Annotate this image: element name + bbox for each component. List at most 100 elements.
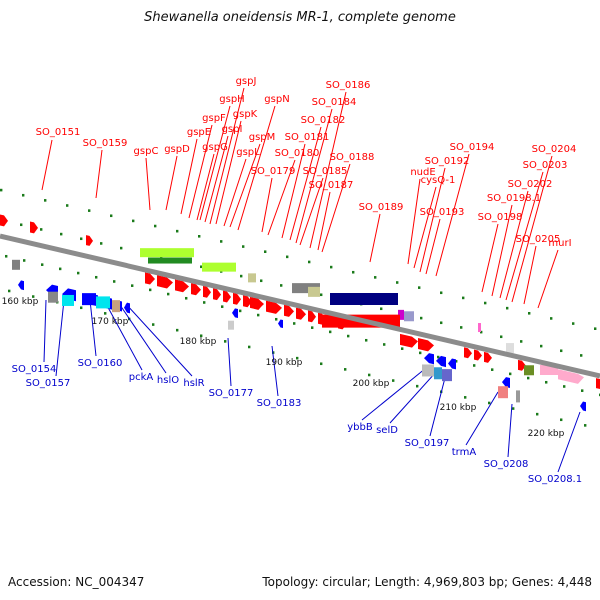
gene-box: [442, 369, 452, 382]
gene-box: [140, 248, 194, 258]
gene-box: [498, 386, 508, 399]
gene-label: SO_0182: [301, 115, 346, 126]
tick-mark-1: [260, 279, 263, 283]
leader-line: [165, 155, 178, 211]
tick-mark-1: [100, 242, 103, 245]
tick-mark-3: [200, 334, 203, 338]
topology-text: Topology: circular; Length: 4,969,803 bp…: [262, 575, 592, 589]
gene-arrow: [424, 353, 434, 365]
tick-mark-0: [220, 240, 223, 243]
gene-arrow: [266, 300, 282, 314]
tick-mark-3: [80, 306, 83, 310]
gene-arrow: [86, 235, 93, 246]
gene-box: [292, 283, 320, 294]
leader-line: [237, 105, 276, 231]
gene-arrow: [596, 378, 600, 389]
accession-text: Accession: NC_004347: [8, 575, 145, 589]
gene-label: gspC: [134, 146, 159, 157]
tick-mark-3: [464, 396, 467, 399]
leader-line: [223, 158, 247, 227]
kbp-label: 220 kbp: [528, 429, 565, 439]
gene-label: gspF: [202, 113, 226, 124]
tick-mark-0: [352, 270, 355, 274]
gene-box: [62, 294, 74, 306]
leader-line: [215, 120, 242, 225]
tick-mark-1: [60, 232, 63, 236]
tick-mark-1: [460, 326, 463, 329]
tick-mark-0: [22, 193, 25, 197]
gene-label: SO_0198.1: [487, 193, 541, 204]
gene-label: SO_0160: [78, 358, 123, 369]
tick-mark-2: [149, 288, 152, 292]
tick-mark-1: [280, 284, 283, 287]
gene-label: murI: [548, 238, 571, 249]
tick-mark-0: [154, 224, 157, 228]
tick-mark-2: [113, 280, 116, 283]
gene-box: [82, 293, 96, 306]
tick-mark-0: [242, 245, 245, 248]
tick-mark-0: [88, 209, 91, 212]
leader-line: [369, 213, 381, 263]
gene-box: [398, 309, 404, 320]
kbp-label: 210 kbp: [440, 403, 477, 413]
tick-mark-0: [374, 276, 377, 279]
tick-mark-2: [311, 326, 314, 329]
tick-mark-1: [380, 307, 383, 311]
gene-label: SO_0177: [209, 388, 254, 399]
gene-arrow: [464, 347, 472, 359]
gene-arrow: [233, 292, 241, 305]
tick-mark-2: [203, 301, 206, 304]
tick-mark-1: [560, 349, 563, 353]
gene-box: [112, 300, 120, 313]
leader-line: [465, 391, 499, 446]
tick-mark-1: [160, 256, 163, 259]
gene-label: gspH: [219, 94, 244, 105]
tick-mark-0: [110, 214, 113, 218]
tick-mark-3: [248, 345, 251, 349]
gene-arrow: [558, 369, 584, 384]
tick-mark-0: [44, 199, 47, 202]
gene-label: gspD: [164, 144, 190, 155]
gene-box: [202, 262, 236, 272]
leader-line: [289, 126, 322, 241]
tick-mark-2: [527, 376, 530, 380]
gene-label: SO_0188: [330, 152, 375, 163]
tick-mark-0: [418, 286, 421, 289]
tick-mark-1: [240, 274, 243, 278]
leader-line: [429, 373, 447, 437]
tick-mark-0: [594, 327, 597, 330]
leader-line: [117, 301, 167, 374]
leader-line-layer: [41, 87, 581, 473]
tick-mark-2: [131, 284, 134, 287]
tick-mark-1: [420, 316, 423, 320]
leader-line: [271, 345, 279, 397]
gene-label: gspK: [233, 109, 258, 120]
tick-mark-1: [20, 223, 23, 227]
map-title: Shewanella oneidensis MR-1, complete gen…: [144, 10, 456, 25]
leader-line: [261, 177, 273, 233]
gene-arrow: [232, 308, 238, 319]
gene-label: cysQ-1: [421, 175, 456, 186]
gene-label: SO_0154: [12, 364, 57, 375]
gene-arrow: [308, 310, 316, 323]
leader-line: [227, 337, 232, 387]
tick-mark-1: [540, 344, 543, 348]
gene-box: [12, 259, 20, 270]
genome-backbone: [0, 233, 600, 379]
tick-mark-2: [41, 263, 44, 266]
gene-box: [248, 273, 256, 283]
gene-box: [148, 257, 192, 264]
tick-mark-3: [152, 323, 155, 326]
leader-line: [321, 163, 351, 253]
tick-mark-2: [347, 334, 350, 338]
leader-line: [204, 135, 229, 223]
gene-arrow: [213, 288, 221, 301]
tick-mark-2: [167, 292, 170, 296]
leader-line: [491, 204, 513, 297]
leader-line: [267, 159, 296, 236]
tick-mark-2: [491, 368, 494, 371]
tick-mark-2: [77, 271, 80, 275]
gene-box: [308, 286, 320, 297]
tick-mark-3: [104, 312, 107, 315]
tick-mark-3: [344, 368, 347, 371]
